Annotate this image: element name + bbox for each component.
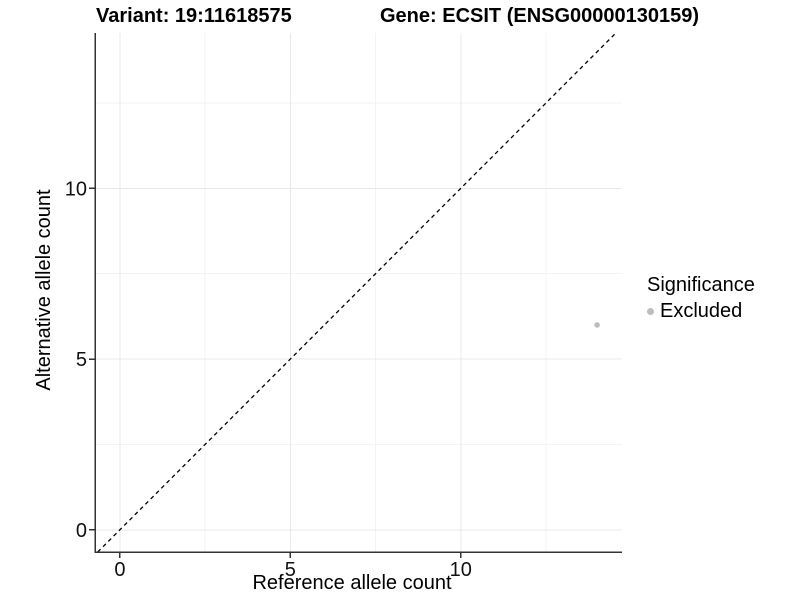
legend-entry-excluded: Excluded xyxy=(647,299,755,323)
plot-title-gene: Gene: ECSIT (ENSG00000130159) xyxy=(380,5,700,27)
plot-title-variant: Variant: 19:11618575 xyxy=(96,5,292,27)
identity-line xyxy=(97,32,617,553)
data-point xyxy=(594,322,600,328)
x-tick-label: 0 xyxy=(114,559,125,581)
legend-title: Significance xyxy=(647,274,755,296)
y-tick-label: 5 xyxy=(76,349,87,371)
y-tick-label: 10 xyxy=(65,178,87,200)
legend-point-icon xyxy=(647,307,654,315)
x-tick-label: 10 xyxy=(450,559,472,581)
y-tick-label: 0 xyxy=(76,520,87,542)
legend-entry-label: Excluded xyxy=(660,300,743,322)
y-axis-title: Alternative allele count xyxy=(33,189,55,391)
x-axis-title: Reference allele count xyxy=(252,572,452,594)
x-tick-label: 5 xyxy=(285,559,296,581)
legend: Significance Excluded xyxy=(647,273,755,323)
